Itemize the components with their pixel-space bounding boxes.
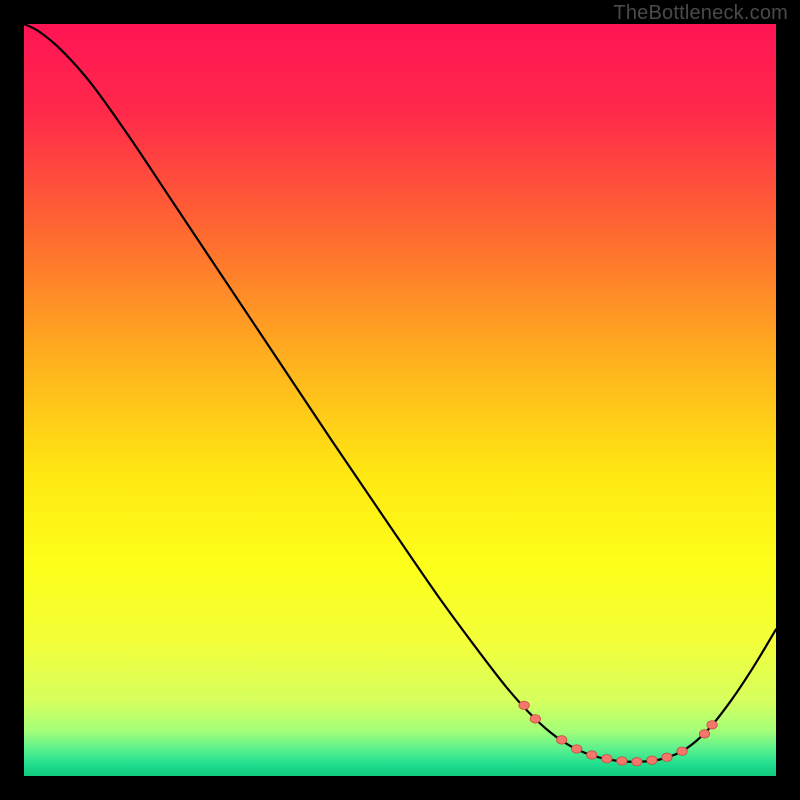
- curve-marker: [677, 747, 687, 755]
- curve-marker: [530, 715, 540, 723]
- plot-area: [24, 24, 776, 776]
- curve-marker: [556, 736, 566, 744]
- curve-marker: [699, 730, 709, 738]
- curve-marker: [587, 751, 597, 759]
- curve-marker: [707, 721, 717, 729]
- watermark-label: TheBottleneck.com: [613, 2, 788, 25]
- curve-marker: [647, 756, 657, 764]
- chart-frame: TheBottleneck.com: [0, 0, 800, 800]
- curve-marker: [602, 755, 612, 763]
- curve-marker: [632, 758, 642, 766]
- curve-marker: [617, 757, 627, 765]
- chart-svg: [24, 24, 776, 776]
- curve-marker: [662, 753, 672, 761]
- curve-marker: [572, 745, 582, 753]
- gradient-background: [24, 24, 776, 776]
- curve-marker: [519, 701, 529, 709]
